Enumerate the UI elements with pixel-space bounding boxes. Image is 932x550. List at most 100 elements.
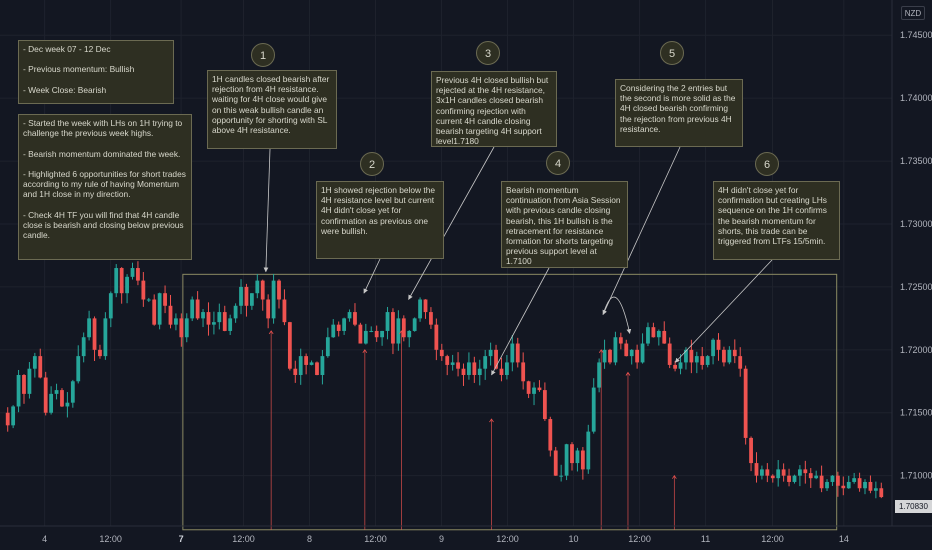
y-tick-label: 1.72500	[900, 282, 932, 292]
entry-marker-head	[672, 474, 677, 479]
candle-body	[841, 485, 846, 489]
annotation-badge-5: 5	[660, 41, 684, 65]
candle-body	[184, 318, 189, 338]
candle-body	[217, 312, 222, 323]
candle-body	[396, 318, 401, 344]
candle-body	[179, 318, 184, 338]
annotation-arrow	[674, 259, 773, 363]
candle-body	[808, 473, 813, 479]
last-price-label: 1.70830	[895, 500, 932, 513]
candle-body	[825, 481, 829, 489]
annotation-note-2: 1H showed rejection below the 4H resista…	[316, 181, 444, 259]
candle-body	[873, 488, 878, 491]
annotation-note-3: Previous 4H closed bullish but rejected …	[431, 71, 557, 147]
currency-badge[interactable]: NZD	[901, 6, 925, 20]
candle-body	[846, 481, 851, 489]
candle-body	[22, 374, 26, 394]
candle-body	[87, 318, 92, 338]
annotation-note-4: Bearish momentum continuation from Asia …	[501, 181, 628, 268]
candle-body	[157, 293, 162, 325]
candle-body	[521, 362, 526, 382]
candle-body	[711, 339, 715, 357]
zone-rect	[182, 273, 838, 531]
candle-body	[770, 475, 775, 479]
candle-body	[163, 293, 167, 306]
candle-body	[412, 318, 417, 331]
candle-body	[499, 368, 504, 375]
candle-body	[114, 268, 119, 294]
candle-body	[255, 280, 260, 294]
x-tick-label: 4	[42, 534, 47, 544]
candle-body	[325, 337, 330, 357]
candle-body	[103, 318, 108, 357]
entry-marker-head	[268, 330, 274, 335]
y-tick-label: 1.73500	[900, 156, 932, 166]
candle-body	[385, 312, 390, 331]
x-tick-label: 10	[569, 534, 579, 544]
candle-body	[705, 356, 710, 365]
candle-body	[852, 478, 857, 482]
candle-body	[624, 343, 629, 357]
candle-body	[450, 362, 455, 365]
candle-body	[65, 402, 70, 407]
candle-body	[429, 312, 433, 325]
candle-body	[640, 343, 645, 363]
candle-body	[125, 276, 129, 294]
candle-body	[738, 356, 743, 369]
candle-body	[315, 362, 319, 375]
candle-body	[43, 377, 48, 413]
candle-body	[629, 349, 634, 357]
candle-body	[60, 390, 64, 407]
candle-body	[233, 305, 238, 319]
x-tick-label: 12:00	[364, 534, 387, 544]
candle-body	[494, 349, 498, 369]
annotation-arrow	[491, 267, 550, 376]
candle-body	[580, 450, 585, 470]
candle-body	[309, 362, 314, 365]
candle-body	[239, 286, 243, 306]
candle-body	[369, 330, 374, 332]
candle-body	[98, 349, 102, 357]
candle-body	[445, 356, 450, 365]
entry-marker-head	[598, 349, 604, 354]
candle-body	[879, 488, 884, 498]
candle-body	[374, 330, 379, 338]
candle-body	[353, 312, 357, 325]
candle-body	[776, 469, 781, 479]
candle-body	[684, 349, 688, 363]
candle-body	[391, 312, 395, 344]
candle-body	[564, 444, 569, 476]
candle-body	[304, 356, 309, 365]
candle-body	[537, 387, 542, 391]
candle-body	[146, 299, 151, 301]
y-tick-label: 1.72000	[900, 345, 932, 355]
annotation-note-1: 1H candles closed bearish after rejectio…	[207, 70, 337, 149]
y-tick-label: 1.74500	[900, 30, 932, 40]
annotation-badge-3: 3	[476, 41, 500, 65]
entry-marker-head	[625, 371, 631, 376]
candle-body	[293, 368, 298, 375]
candle-body	[434, 324, 439, 350]
candle-body	[320, 356, 325, 375]
candle-body	[727, 349, 732, 363]
candle-body	[152, 299, 157, 325]
entry-marker-head	[399, 330, 404, 335]
candle-body	[461, 368, 466, 375]
annotation-arrows	[263, 146, 773, 530]
time-axis: 4 12:00 7 12:00 8 12:00 9 12:00 10 12:00 11 12:00 14	[42, 534, 849, 544]
candle-body	[92, 318, 97, 350]
annotation-arrow	[602, 146, 681, 316]
candle-body	[662, 330, 667, 344]
candle-body	[271, 280, 276, 319]
candle-body	[136, 268, 140, 281]
candle-body	[331, 324, 336, 338]
candle-body	[347, 312, 352, 319]
candle-body	[863, 481, 867, 489]
candle-body	[689, 349, 694, 363]
candle-body	[266, 299, 271, 319]
candle-body	[602, 349, 607, 363]
candle-body	[504, 362, 509, 375]
candle-body	[559, 475, 564, 477]
candle-body	[141, 280, 146, 300]
x-tick-label: 12:00	[761, 534, 784, 544]
